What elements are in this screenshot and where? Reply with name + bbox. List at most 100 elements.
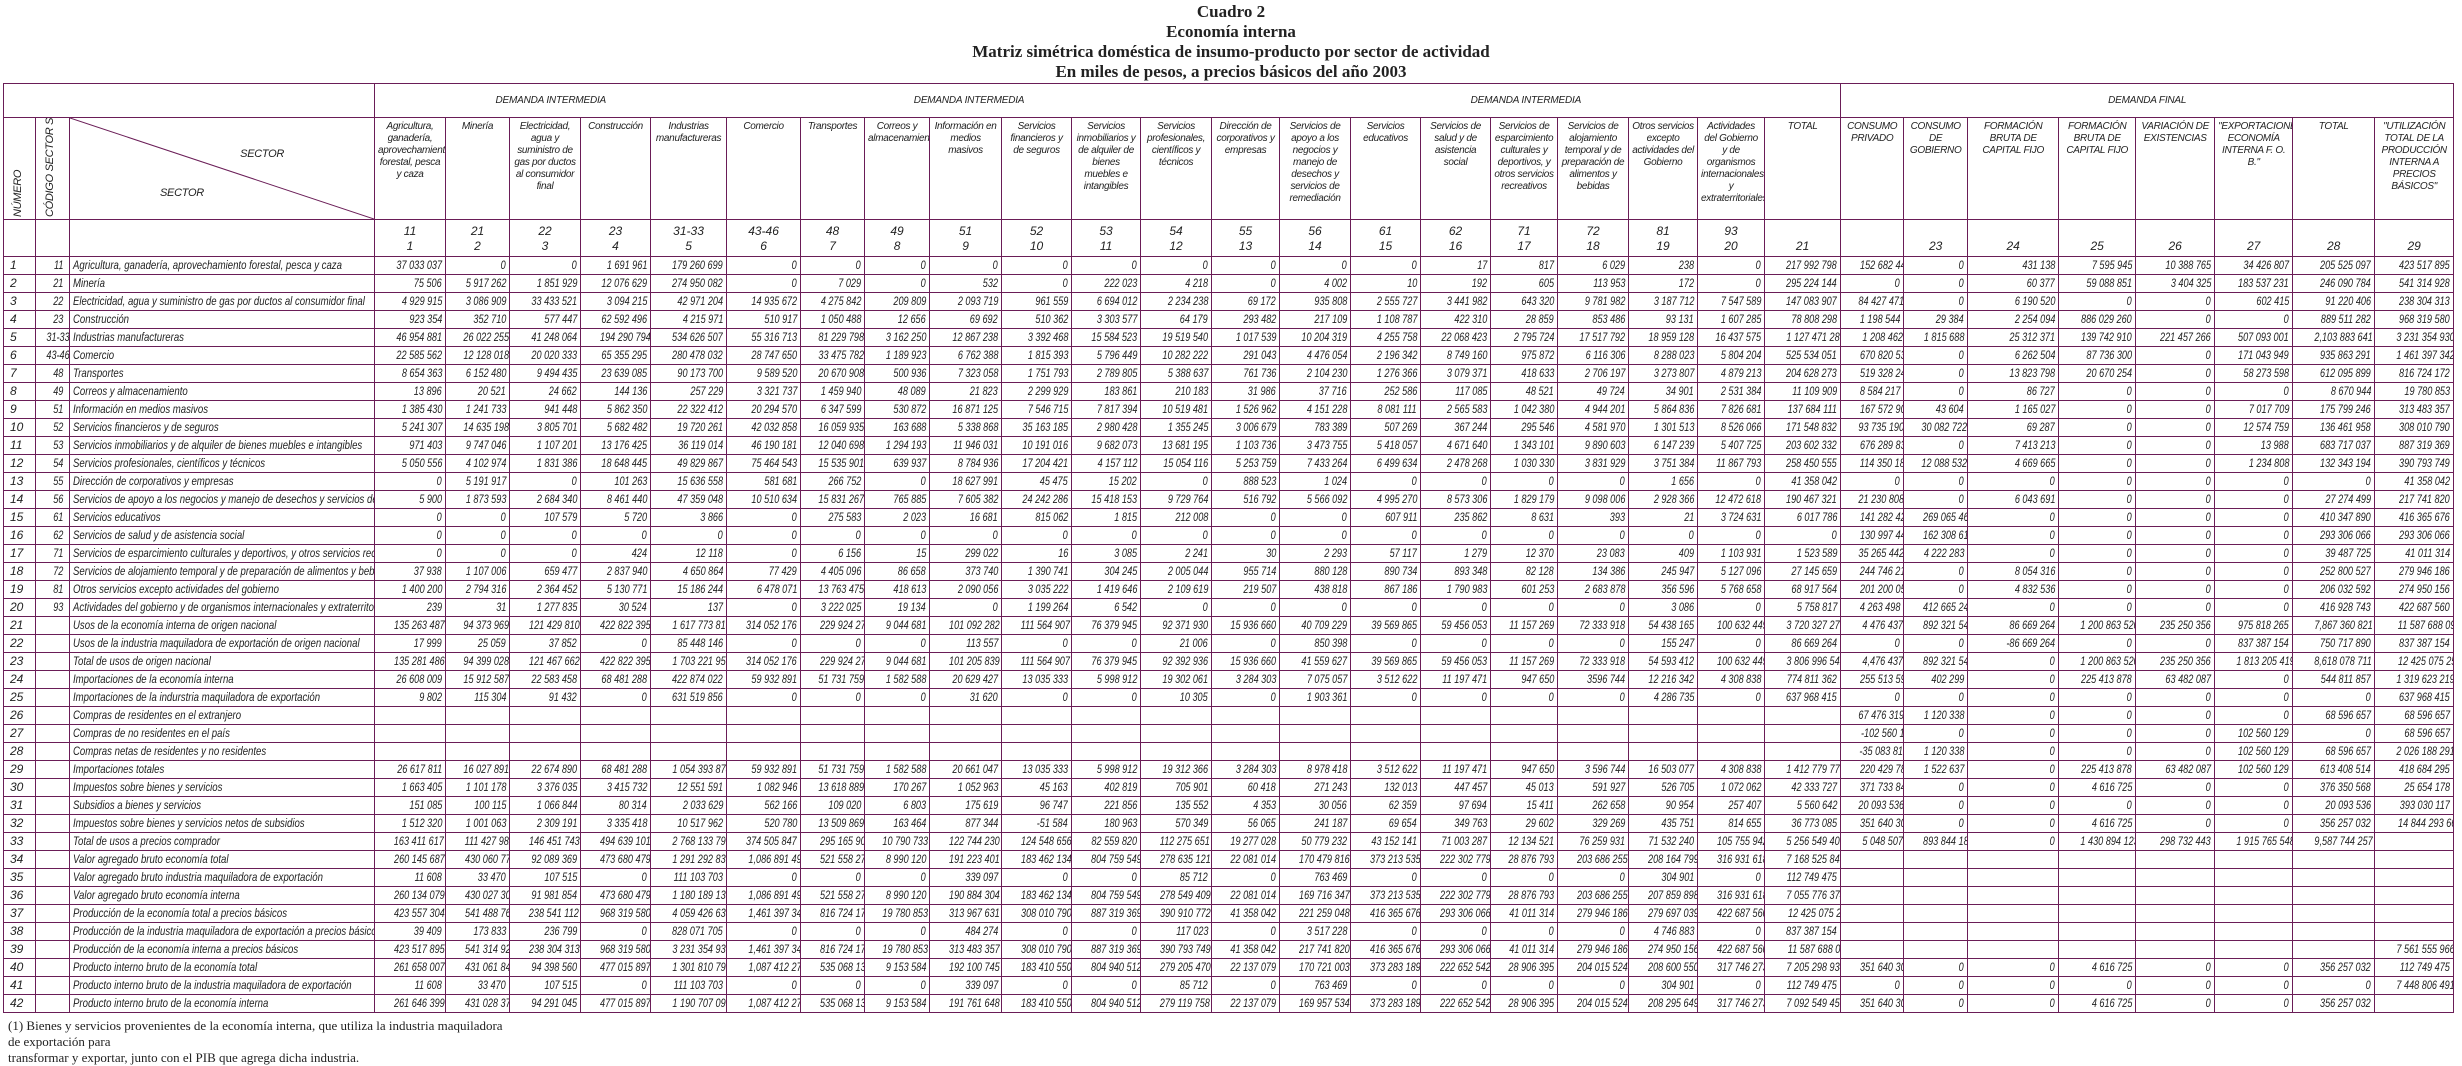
value-cell: 892 321 543: [1903, 652, 1969, 671]
value-cell: [1557, 706, 1630, 725]
value-cell-text: 0: [1755, 636, 1762, 650]
value-cell: 367 244: [1420, 418, 1492, 437]
value-cell-text: 430 027 309: [465, 888, 508, 902]
value-cell-text: 3 231 354 930: [672, 942, 727, 956]
value-cell: [1140, 742, 1213, 761]
value-cell: [1967, 922, 2060, 941]
value-cell: 877 344: [929, 814, 1003, 833]
value-cell-text: 0: [855, 690, 862, 704]
value-cell: 0: [1001, 274, 1073, 293]
value-cell: [1071, 742, 1142, 761]
value-cell-text: 56 065: [1248, 816, 1277, 830]
value-cell: 26 022 255: [445, 328, 511, 347]
value-cell-text: 16 503 077: [1648, 762, 1695, 776]
value-cell: 22 137 079: [1211, 958, 1281, 977]
value-cell-text: 510 362: [1035, 312, 1069, 326]
value-cell-text: 11 946 031: [953, 438, 999, 452]
value-cell: 1 108 787: [1350, 310, 1422, 329]
value-cell-text: 0: [2284, 996, 2290, 1010]
value-cell: 670 820 538: [1840, 346, 1905, 365]
numero-label: NÚMERO: [12, 169, 24, 217]
column-code-cell: 23: [1903, 219, 1969, 257]
value-cell: 0: [1697, 256, 1766, 275]
value-cell-text: 68 596 657: [2404, 708, 2451, 722]
value-cell: 5 130 771: [580, 580, 652, 599]
value-cell-text: 317 746 273: [1717, 960, 1765, 974]
value-cell-text: 6 542: [1114, 600, 1138, 614]
table-row: 5 31-33 Industrias manufactureras 46 954 88…: [3, 328, 2455, 347]
value-cell-text: 935 808: [1314, 294, 1348, 308]
value-cell-text: 0: [1755, 690, 1762, 704]
value-cell-text: 9,587 744 257: [2314, 834, 2373, 848]
value-cell: 3 035 222: [1001, 580, 1073, 599]
value-cell-text: 0: [1548, 924, 1555, 938]
value-cell-text: 203 686 255: [1577, 852, 1628, 866]
value-cell-text: 13 035 333: [1022, 672, 1069, 686]
row-scian-code: [35, 868, 70, 887]
value-cell: 0: [445, 526, 511, 545]
row-number-text: 33: [10, 834, 24, 848]
value-cell-text: 261 658 007: [394, 960, 445, 974]
value-cell: 0: [1967, 706, 2060, 725]
value-cell: 261 658 007: [374, 958, 447, 977]
value-cell: 86 669 264: [1967, 616, 2060, 635]
value-cell: 11 197 471: [1420, 670, 1492, 689]
value-cell: 308 010 790: [2374, 418, 2455, 437]
value-cell-text: 8 584 217: [1859, 384, 1901, 398]
table-row: 32 Impuestos sobre bienes y servicios net…: [3, 814, 2455, 833]
value-cell: [2292, 868, 2376, 887]
row-scian-code-text: 56: [52, 492, 63, 506]
value-cell-text: 280 478 032: [672, 348, 724, 362]
value-cell-text: 961 559: [1035, 294, 1069, 308]
value-cell: 16 503 077: [1628, 760, 1699, 779]
value-cell-text: 293 306 066: [2320, 528, 2372, 542]
value-cell-text: 0: [2284, 384, 2290, 398]
value-cell: 422 874 022: [650, 670, 728, 689]
value-cell: 9 044 681: [864, 616, 931, 635]
value-cell: 258 450 555: [1764, 454, 1842, 473]
value-cell-text: 544 811 857: [2321, 672, 2372, 686]
value-cell: 0: [650, 526, 728, 545]
value-cell: 20 521: [445, 382, 511, 401]
value-cell-text: 90 173 700: [677, 366, 724, 380]
value-cell-text: 416 365 676: [1370, 906, 1421, 920]
value-cell-text: 423 557 304: [394, 906, 445, 920]
value-cell: 5 253 759: [1211, 454, 1281, 473]
value-cell-text: 86 727: [2027, 384, 2056, 398]
value-cell: 0: [1903, 382, 1969, 401]
value-cell: 975 872: [1490, 346, 1559, 365]
value-cell-text: 0: [641, 870, 648, 884]
column-code-cell: 54 12: [1140, 219, 1213, 257]
value-cell: 373 740: [929, 562, 1003, 581]
value-cell: 3 376 035: [509, 778, 582, 797]
value-cell: 5 338 868: [929, 418, 1003, 437]
value-cell: 416 365 676: [2374, 508, 2455, 527]
value-cell: 317 746 273: [1697, 994, 1766, 1013]
row-sector-label: Producto interno bruto de la economía in…: [68, 994, 376, 1013]
value-cell: 390 910 772: [1140, 904, 1213, 923]
value-cell: 0: [1967, 544, 2060, 563]
scian-code: 31-33: [673, 224, 704, 238]
value-cell: 888 523: [1211, 472, 1281, 491]
value-cell-text: 1 024: [1324, 474, 1348, 488]
value-cell-text: 0: [2284, 780, 2290, 794]
value-cell-text: 12 656: [898, 312, 927, 326]
value-cell: 280 478 032: [650, 346, 728, 365]
value-cell: 22 068 423: [1420, 328, 1492, 347]
value-cell-text: 0: [1959, 294, 1965, 308]
value-cell: 0: [2135, 688, 2216, 707]
value-cell-text: 3 079 371: [1446, 366, 1488, 380]
value-cell: 0: [864, 922, 931, 941]
value-cell-text: 1 355 245: [1167, 420, 1209, 434]
value-cell-text: 1 831 386: [536, 456, 578, 470]
value-cell-text: 0: [1959, 978, 1965, 992]
value-cell-text: 0: [641, 924, 648, 938]
value-cell-text: 4 929 915: [401, 294, 443, 308]
scian-code: 81: [1656, 224, 1670, 238]
value-cell: [1967, 850, 2060, 869]
value-cell: 0: [1557, 472, 1630, 491]
value-cell: 887 319 369: [1071, 904, 1142, 923]
footnote-line-2: transformar y exportar, junto con el PIB…: [8, 1050, 360, 1065]
value-cell-text: 24 662: [549, 384, 578, 398]
value-cell-text: 0: [1341, 510, 1348, 524]
